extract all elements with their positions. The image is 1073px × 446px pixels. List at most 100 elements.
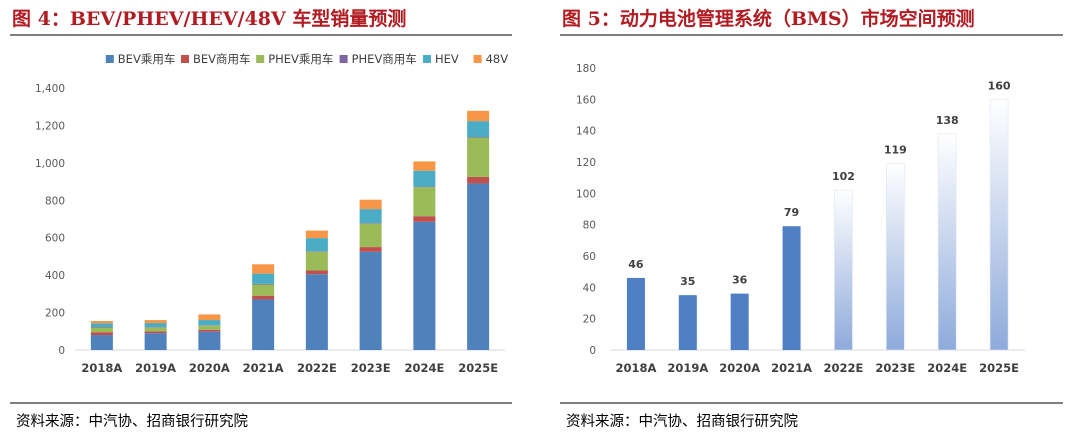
bar-segment: [144, 323, 167, 328]
bar-segment: [467, 183, 490, 350]
y-tick-label: 100: [576, 188, 596, 200]
x-tick-label: 2022E: [297, 361, 337, 375]
x-tick-label: 2025E: [979, 361, 1019, 375]
legend-label: HEV: [435, 52, 459, 66]
x-tick-label: 2024E: [404, 361, 444, 375]
stacked-bar-chart: 0 200 400 600 800 1,000 1,200 1,400 2018A 2019A 20…: [35, 52, 508, 375]
legend-label: BEV乘用车: [118, 52, 176, 66]
bar-segment: [252, 264, 275, 274]
bar-segment: [413, 186, 436, 188]
bar-segment: [467, 121, 490, 138]
bar-segment: [90, 320, 113, 324]
x-tick-label: 2023E: [875, 361, 915, 375]
bar-segment: [144, 320, 167, 324]
bar-segment: [90, 332, 113, 336]
panel-vehicle-sales: 图 4：BEV/PHEV/HEV/48V 车型销量预测 0 200 400 600 80…: [0, 0, 522, 446]
bar-segment: [413, 216, 436, 222]
bar-segment: [144, 331, 167, 334]
x-tick-label: 2020A: [189, 361, 230, 375]
y-tick-label: 600: [45, 233, 65, 245]
x-tick-label: 2018A: [81, 361, 122, 375]
data-label: 138: [936, 114, 959, 127]
x-tick-label: 2023E: [351, 361, 391, 375]
source-divider: [10, 402, 512, 404]
bar-segment: [198, 325, 221, 330]
x-tick-label: 2019A: [667, 361, 708, 375]
bar-segment: [413, 161, 436, 171]
legend-label: PHEV乘用车: [268, 52, 333, 66]
bar-segment: [413, 187, 436, 217]
bar: [730, 293, 749, 350]
y-tick-label: 20: [583, 314, 596, 326]
title-divider: [10, 34, 512, 36]
bar: [626, 277, 645, 350]
bar-segment: [305, 270, 328, 275]
y-tick-label: 200: [45, 308, 65, 320]
bar-segment: [305, 274, 328, 350]
bar-segment: [467, 137, 490, 138]
data-label: 160: [988, 79, 1011, 92]
data-label: 35: [680, 275, 695, 288]
y-tick-label: 400: [45, 270, 65, 282]
x-tick-label: 2021A: [243, 361, 284, 375]
legend-label: PHEV商用车: [352, 52, 417, 66]
y-tick-label: 1,000: [35, 158, 65, 170]
bar-segment: [413, 170, 436, 187]
panel-bms-market: 图 5：动力电池管理系统（BMS）市场空间预测 0 20 40 60 80 100 120 1…: [550, 0, 1073, 446]
bar-segment: [90, 335, 113, 350]
y-tick-label: 140: [576, 126, 596, 138]
bar-segment: [305, 230, 328, 239]
y-tick-label: 40: [583, 282, 596, 294]
title-divider: [560, 34, 1063, 36]
bar-segment: [90, 326, 113, 328]
data-label: 46: [628, 258, 644, 271]
bar: [834, 189, 853, 351]
y-tick-label: 60: [583, 251, 596, 263]
bar: [937, 133, 957, 351]
legend-swatch: [181, 55, 189, 63]
bar-segment: [305, 251, 328, 271]
x-tick-label: 2024E: [927, 361, 967, 375]
bar-segment: [305, 238, 328, 252]
source-note: 资料来源：中汽协、招商银行研究院: [16, 414, 248, 430]
legend-swatch: [423, 55, 431, 63]
y-tick-label: 0: [589, 345, 596, 357]
bar-segment: [413, 221, 436, 350]
bar-segment: [359, 247, 382, 252]
bar-segment: [252, 295, 275, 300]
chart-title: 图 5：动力电池管理系统（BMS）市场空间预测: [562, 8, 975, 30]
legend-swatch: [473, 55, 482, 63]
bar: [886, 163, 905, 351]
bar-segment: [252, 284, 275, 296]
bar: [989, 99, 1009, 351]
source-divider: [560, 402, 1063, 404]
y-tick-label: 1,400: [35, 83, 65, 95]
bar: [782, 226, 801, 350]
x-tick-label: 2022E: [824, 361, 864, 375]
bar-segment: [305, 251, 328, 252]
legend-swatch: [105, 55, 114, 63]
y-tick-label: 80: [583, 220, 596, 232]
bar-segment: [467, 110, 490, 122]
bar-segment: [467, 176, 490, 184]
y-tick-label: 120: [576, 157, 596, 169]
bar-segment: [198, 320, 221, 326]
legend-label: BEV商用车: [193, 52, 251, 66]
legend: BEV乘用车 BEV商用车 PHEV乘用车 PHEV商用车 HEV 48V: [105, 52, 508, 66]
x-tick-label: 2018A: [615, 361, 656, 375]
bar-segment: [198, 329, 221, 332]
chart-title: 图 4：BEV/PHEV/HEV/48V 车型销量预测: [12, 8, 407, 30]
bar-segment: [359, 223, 382, 224]
data-label: 119: [884, 144, 907, 157]
data-label: 36: [732, 274, 748, 287]
x-tick-label: 2025E: [458, 361, 498, 375]
bar-segment: [198, 314, 221, 321]
legend-swatch: [339, 55, 348, 63]
legend-swatch: [256, 55, 265, 63]
bar-segment: [359, 209, 382, 224]
bar: [678, 295, 697, 350]
bar-segment: [252, 273, 275, 284]
bar-segment: [359, 199, 382, 210]
bar-segment: [144, 327, 167, 332]
bar-segment: [252, 299, 275, 350]
